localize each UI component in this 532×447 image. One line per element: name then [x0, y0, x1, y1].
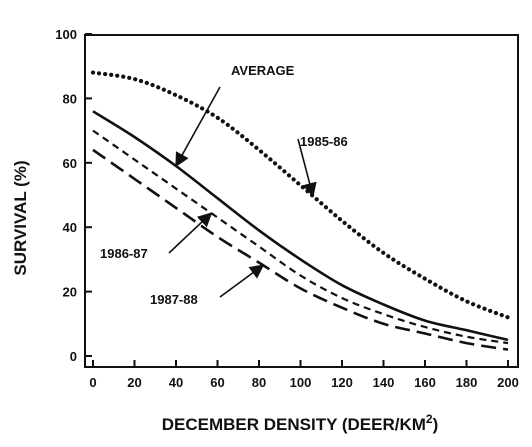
y-tick-label: 60: [63, 156, 77, 171]
annotation-arrow: [168, 212, 213, 254]
series-line-average: [92, 110, 509, 342]
plot-area-border: [84, 34, 519, 368]
x-tick-label: 40: [169, 375, 183, 390]
series-line-1987-88: [92, 148, 509, 351]
x-tick-label: 20: [127, 375, 141, 390]
y-axis-title: SURVIVAL (%): [11, 160, 30, 275]
annotation-label: 1985-86: [300, 134, 348, 149]
x-tick-label: 120: [331, 375, 353, 390]
x-axis-title-close: ): [433, 415, 439, 434]
x-axis-title-superscript: 2: [426, 412, 433, 426]
annotation-arrow: [175, 86, 221, 168]
y-tick-label: 40: [63, 220, 77, 235]
x-tick-label: 80: [252, 375, 266, 390]
annotation-label: AVERAGE: [231, 63, 295, 78]
x-tick-label: 180: [456, 375, 478, 390]
y-tick-label: 0: [70, 349, 77, 364]
x-axis-title-main: DECEMBER DENSITY (DEER/KM: [162, 415, 426, 434]
y-tick-label: 80: [63, 91, 77, 106]
x-tick-label: 100: [290, 375, 312, 390]
annotation-label: 1987-88: [150, 292, 198, 307]
x-axis-title: DECEMBER DENSITY (DEER/KM2): [162, 412, 439, 434]
x-tick-label: 140: [373, 375, 395, 390]
annotation-arrow: [297, 138, 317, 198]
series-line-1985-86: [90, 70, 511, 320]
x-tick-label: 160: [414, 375, 436, 390]
x-tick-label: 0: [89, 375, 96, 390]
y-tick-label: 20: [63, 285, 77, 300]
x-tick-label: 200: [497, 375, 519, 390]
series-line-1986-87: [92, 129, 509, 345]
x-tick-label: 60: [210, 375, 224, 390]
y-tick-label: 100: [55, 27, 77, 42]
annotation-label: 1986-87: [100, 246, 148, 261]
annotation-arrow: [219, 264, 265, 298]
